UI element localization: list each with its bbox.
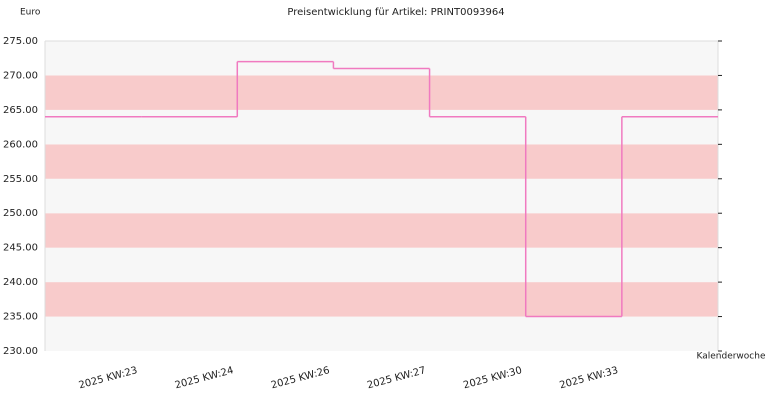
band: [45, 178, 718, 214]
x-axis-label: Kalenderwoche: [696, 352, 765, 362]
y-tick-label: 260.00: [3, 139, 38, 150]
band: [45, 41, 718, 76]
band: [45, 144, 718, 179]
y-tick-label: 240.00: [3, 277, 38, 288]
chart-title: Preisentwicklung für Artikel: PRINT00939…: [287, 7, 504, 18]
y-axis-label: Euro: [20, 8, 41, 18]
x-tick-label: 2025 KW:23: [78, 365, 139, 391]
y-tick-label: 270.00: [3, 70, 38, 81]
y-tick-label: 275.00: [3, 36, 38, 47]
x-tick-label: 2025 KW:26: [270, 365, 331, 391]
band: [45, 282, 718, 317]
x-tick-label: 2025 KW:33: [558, 365, 619, 391]
x-tick-label: 2025 KW:27: [366, 365, 427, 391]
y-tick-label: 255.00: [3, 174, 38, 185]
band: [45, 75, 718, 110]
band: [45, 316, 718, 351]
y-tick-label: 250.00: [3, 208, 38, 219]
band: [45, 247, 718, 283]
y-tick-label: 235.00: [3, 312, 38, 323]
y-tick-label: 230.00: [3, 346, 38, 357]
band: [45, 109, 718, 145]
x-tick-label: 2025 KW:30: [462, 365, 523, 391]
y-tick-label: 265.00: [3, 105, 38, 116]
y-tick-label: 245.00: [3, 243, 38, 254]
x-tick-label: 2025 KW:24: [174, 365, 235, 391]
band: [45, 213, 718, 248]
